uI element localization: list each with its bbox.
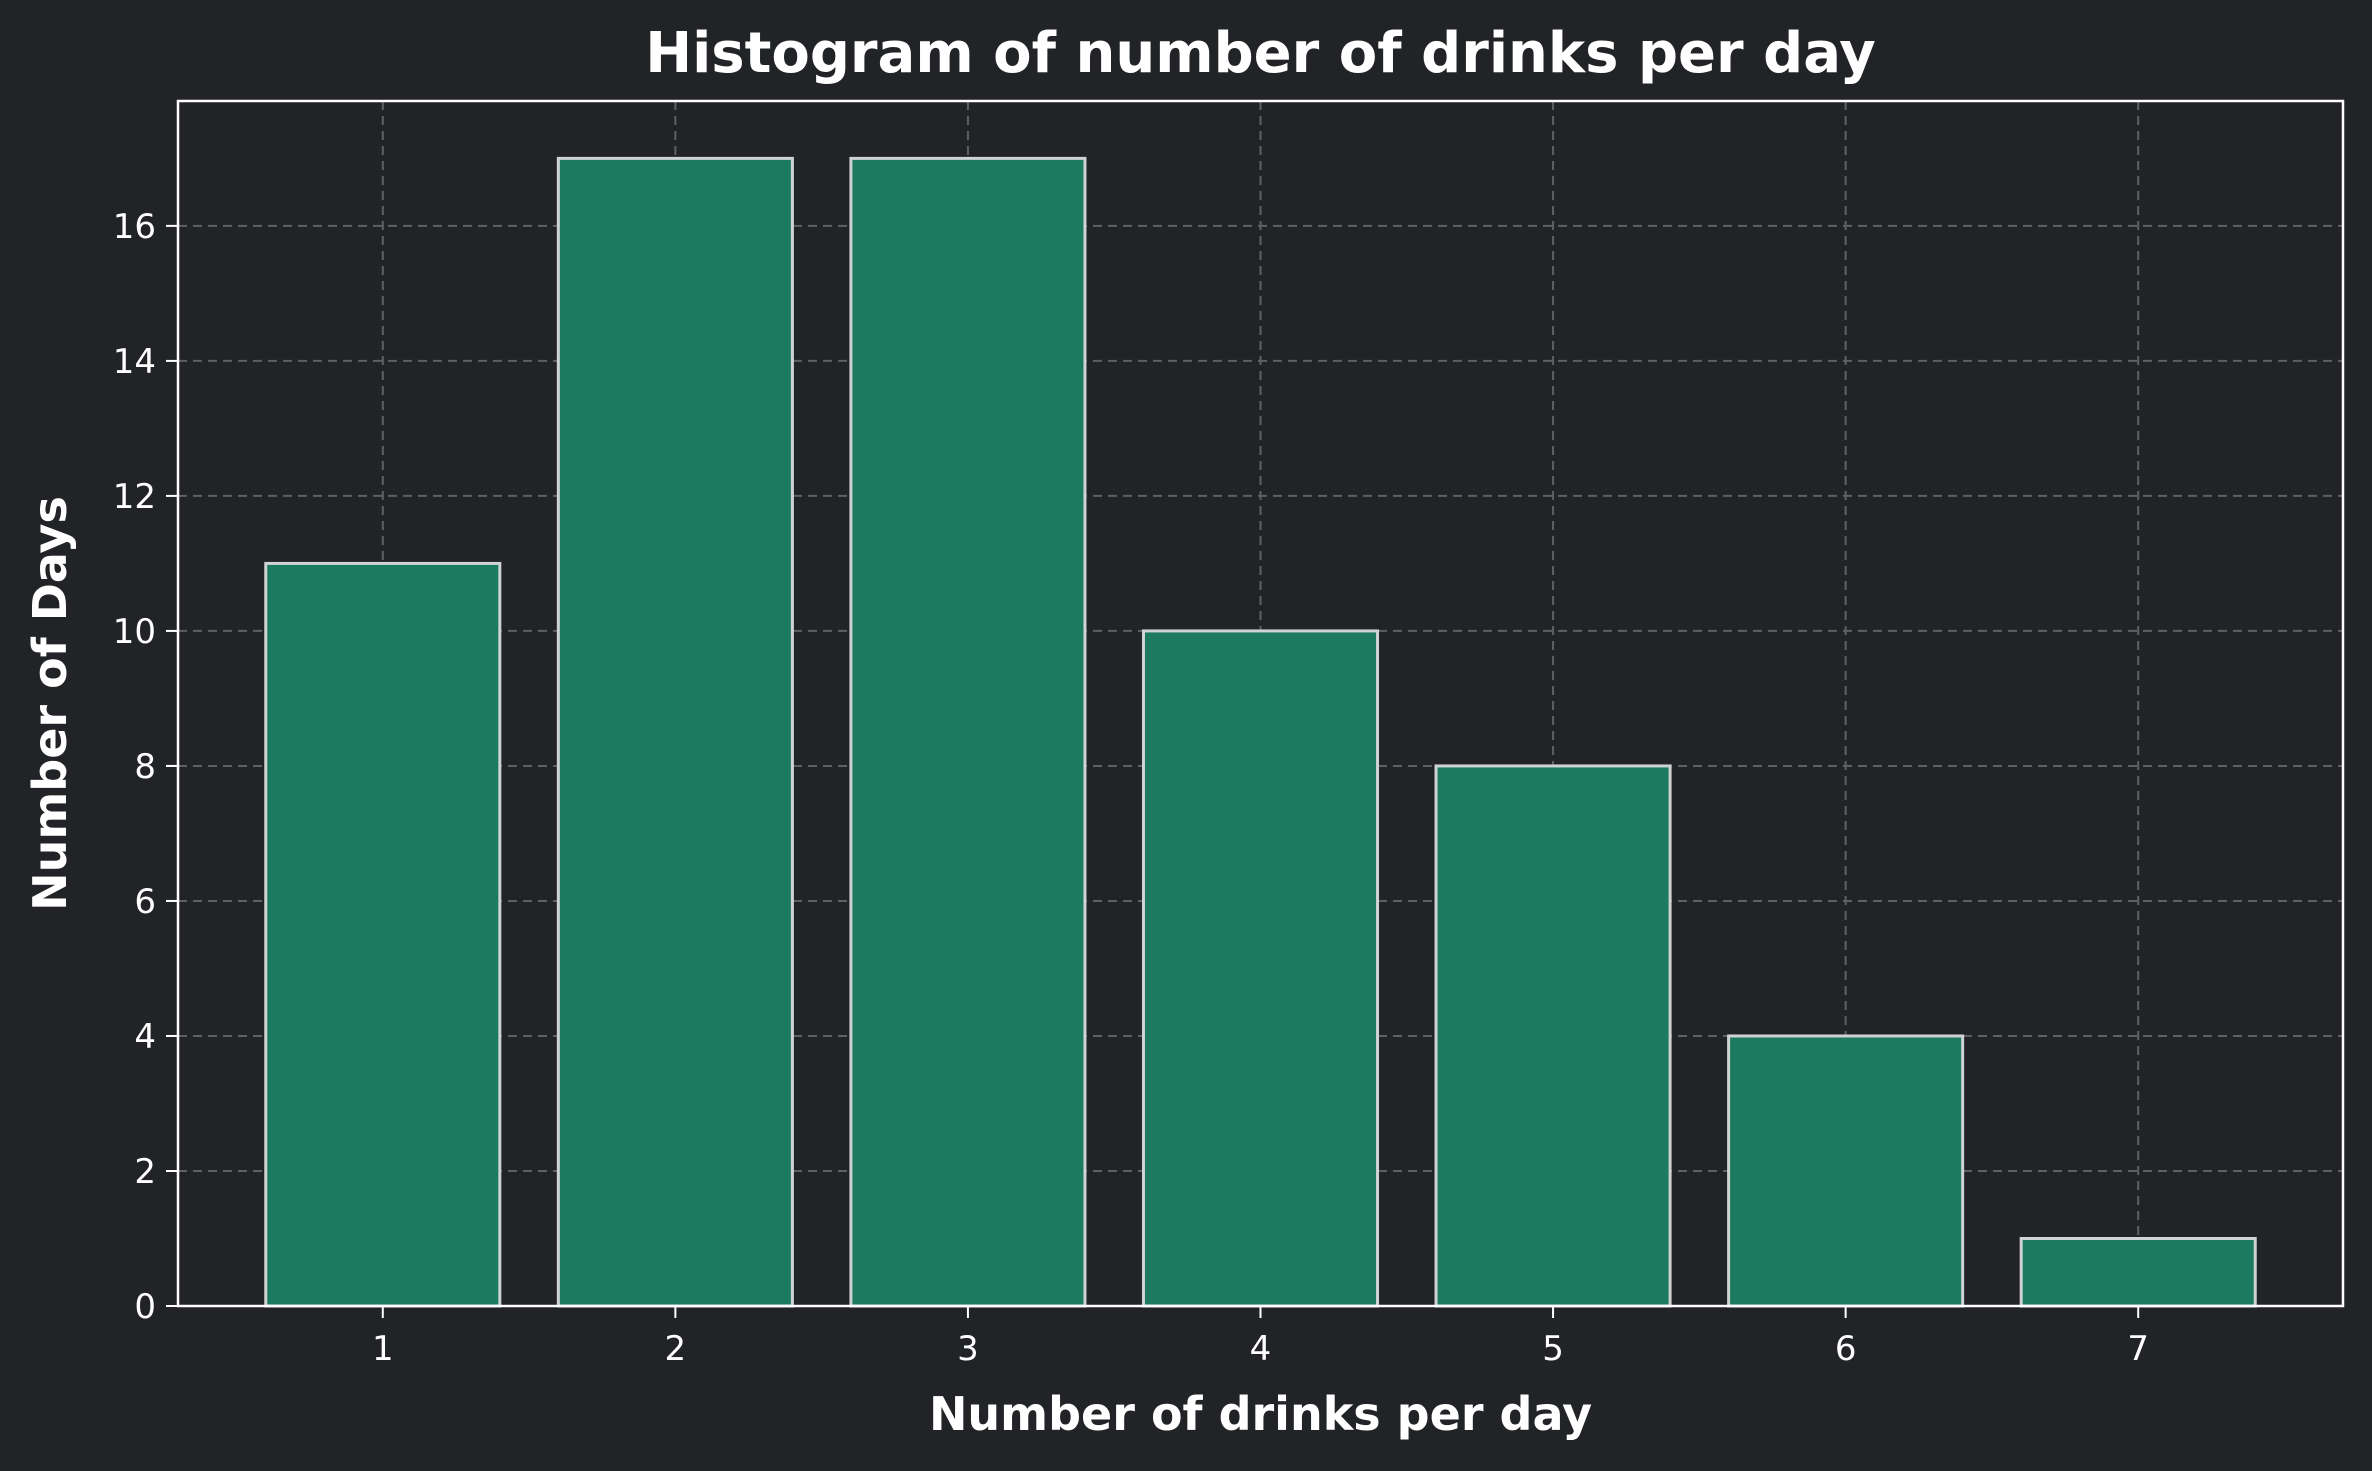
x-tick-label-4: 4 <box>1250 1329 1272 1369</box>
bar-1 <box>264 561 502 1308</box>
y-tick-label-10: 10 <box>113 612 156 652</box>
y-tick-label-14: 14 <box>113 342 156 382</box>
x-tick-label-7: 7 <box>2127 1329 2149 1369</box>
y-tick-label-4: 4 <box>134 1017 156 1057</box>
y-axis-label: Number of Days <box>23 496 77 911</box>
y-tick-label-8: 8 <box>134 747 156 787</box>
y-tick-label-0: 0 <box>134 1287 156 1327</box>
bar-4 <box>1141 629 1380 1308</box>
bars <box>264 156 2257 1308</box>
bar-3 <box>849 156 1087 1308</box>
bar-2 <box>556 156 794 1308</box>
y-tick-label-12: 12 <box>113 477 156 517</box>
bar-6 <box>1727 1034 1965 1308</box>
bar-7 <box>2019 1236 2257 1308</box>
x-tick-label-3: 3 <box>957 1329 979 1369</box>
x-tick-label-2: 2 <box>665 1329 687 1369</box>
plot-frame <box>176 99 2345 1308</box>
x-tick-label-5: 5 <box>1542 1329 1564 1369</box>
x-tick-label-6: 6 <box>1835 1329 1857 1369</box>
x-tick-label-1: 1 <box>372 1329 394 1369</box>
y-tick-label-2: 2 <box>134 1152 156 1192</box>
bar-5 <box>1434 764 1672 1308</box>
x-axis-label: Number of drinks per day <box>929 1387 1592 1441</box>
y-tick-label-6: 6 <box>134 882 156 922</box>
y-tick-label-16: 16 <box>113 207 156 247</box>
chart-title: Histogram of number of drinks per day <box>645 21 1876 86</box>
